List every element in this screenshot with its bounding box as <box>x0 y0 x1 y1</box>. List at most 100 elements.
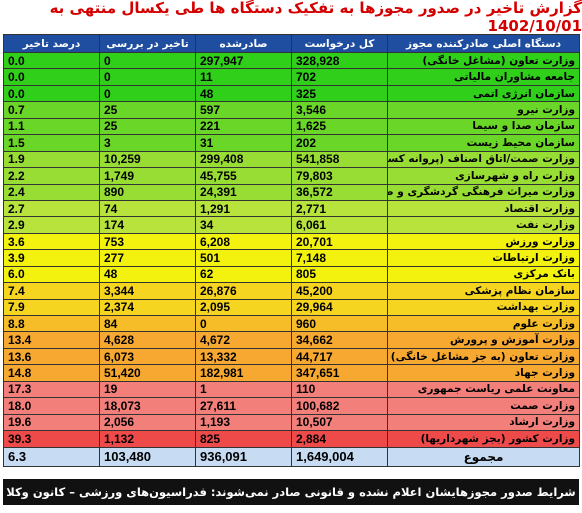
cell-org: وزارت نیرو <box>387 101 580 119</box>
cell-pct: 19.6 <box>3 413 100 432</box>
cell-requests: 3,546 <box>291 101 388 119</box>
total-row: مجموع 1,649,004 936,091 103,480 6.3 <box>3 446 580 467</box>
cell-requests: 79,803 <box>291 167 388 185</box>
cell-pct: 3.6 <box>3 232 100 251</box>
table-row: سازمان نظام پزشکی 45,200 26,876 3,344 7.4 <box>3 282 580 300</box>
cell-issued: 297,947 <box>195 51 292 70</box>
header-pct: درصد تاخیر <box>3 34 100 53</box>
table-row: وزارت میراث فرهنگی گردشگری و صنایع دستی3… <box>3 183 580 201</box>
cell-pct: 3.9 <box>3 249 100 267</box>
cell-requests: 29,964 <box>291 298 388 317</box>
cell-issued: 45,755 <box>195 167 292 185</box>
table-row: وزارت اقتصاد 2,771 1,291 74 2.7 <box>3 199 580 218</box>
cell-org: وزارت ارشاد <box>387 413 580 432</box>
cell-pct: 0.0 <box>3 51 100 70</box>
cell-pct: 1.9 <box>3 150 100 169</box>
header-row: دستگاه اصلی صادرکننده مجوز کل درخواست صا… <box>3 34 580 53</box>
header-issued: صادرشده <box>195 34 292 53</box>
cell-delayed: 25 <box>99 101 196 119</box>
cell-org: سازمان نظام پزشکی <box>387 282 580 300</box>
total-label: مجموع <box>387 446 580 467</box>
cell-pct: 0.0 <box>3 84 100 103</box>
cell-issued: 27,611 <box>195 397 292 415</box>
cell-requests: 110 <box>291 380 388 399</box>
cell-delayed: 0 <box>99 68 196 86</box>
cell-requests: 34,662 <box>291 331 388 349</box>
table-row: وزارت صمت 100,682 27,611 18,073 18.0 <box>3 397 580 415</box>
cell-org: وزارت راه و شهرسازی <box>387 167 580 185</box>
cell-delayed: 48 <box>99 265 196 284</box>
cell-delayed: 3 <box>99 134 196 152</box>
cell-org: وزارت بهداشت <box>387 298 580 317</box>
cell-requests: 45,200 <box>291 282 388 300</box>
cell-issued: 1 <box>195 380 292 399</box>
cell-issued: 0 <box>195 314 292 333</box>
cell-pct: 13.6 <box>3 347 100 366</box>
cell-pct: 14.8 <box>3 364 100 382</box>
table-row: معاونت علمی ریاست جمهوری 110 1 19 17.3 <box>3 380 580 399</box>
cell-org: وزارت آموزش و پرورش <box>387 331 580 349</box>
cell-pct: 39.3 <box>3 430 100 448</box>
table-row: وزارت صمت/اتاق اصناف (پروانه کسب) 541,858… <box>3 150 580 169</box>
cell-org: وزارت ورزش <box>387 232 580 251</box>
cell-pct: 0.7 <box>3 101 100 119</box>
total-issued: 936,091 <box>195 446 292 467</box>
cell-requests: 702 <box>291 68 388 86</box>
cell-requests: 6,061 <box>291 216 388 234</box>
cell-requests: 347,651 <box>291 364 388 382</box>
cell-org: سازمان صدا و سیما <box>387 117 580 136</box>
cell-delayed: 1,749 <box>99 167 196 185</box>
cell-pct: 7.9 <box>3 298 100 317</box>
cell-delayed: 74 <box>99 199 196 218</box>
cell-requests: 202 <box>291 134 388 152</box>
cell-pct: 13.4 <box>3 331 100 349</box>
cell-issued: 34 <box>195 216 292 234</box>
cell-org: وزارت علوم <box>387 314 580 333</box>
table-row: سازمان انرژی اتمی 325 48 0 0.0 <box>3 84 580 103</box>
report-title: گزارش تاخیر در صدور مجوزها به تفکیک دستگ… <box>49 0 582 35</box>
cell-org: جامعه مشاوران مالیاتی <box>387 68 580 86</box>
cell-issued: 597 <box>195 101 292 119</box>
cell-issued: 26,876 <box>195 282 292 300</box>
table-row: وزارت تعاون (مشاغل خانگی) 328,928 297,947 0… <box>3 51 580 70</box>
cell-delayed: 6,073 <box>99 347 196 366</box>
cell-pct: 17.3 <box>3 380 100 399</box>
table-row: وزارت کشور (بجز شهرداریها) 2,884 825 1,132 3… <box>3 430 580 448</box>
cell-requests: 20,701 <box>291 232 388 251</box>
table-row: وزارت ارتباطات 7,148 501 277 3.9 <box>3 249 580 267</box>
cell-requests: 1,625 <box>291 117 388 136</box>
header-delayed: تاخیر در بررسی <box>99 34 196 53</box>
cell-org: وزارت کشور (بجز شهرداریها) <box>387 430 580 448</box>
cell-delayed: 84 <box>99 314 196 333</box>
cell-requests: 100,682 <box>291 397 388 415</box>
table-row: سازمان صدا و سیما 1,625 221 25 1.1 <box>3 117 580 136</box>
cell-delayed: 890 <box>99 183 196 201</box>
cell-delayed: 0 <box>99 51 196 70</box>
table-row: وزارت جهاد 347,651 182,981 51,420 14.8 <box>3 364 580 382</box>
cell-requests: 2,884 <box>291 430 388 448</box>
cell-requests: 541,858 <box>291 150 388 169</box>
cell-org: وزارت تعاون (به جز مشاغل خانگی) <box>387 347 580 366</box>
cell-issued: 6,208 <box>195 232 292 251</box>
cell-issued: 13,332 <box>195 347 292 366</box>
cell-requests: 328,928 <box>291 51 388 70</box>
cell-issued: 4,672 <box>195 331 292 349</box>
cell-delayed: 753 <box>99 232 196 251</box>
total-delayed: 103,480 <box>99 446 196 467</box>
cell-issued: 11 <box>195 68 292 86</box>
cell-org: وزارت نفت <box>387 216 580 234</box>
cell-issued: 825 <box>195 430 292 448</box>
header-org: دستگاه اصلی صادرکننده مجوز <box>387 34 580 53</box>
table-row: وزارت آموزش و پرورش 34,662 4,672 4,628 13.4 <box>3 331 580 349</box>
table-row: وزارت علوم 960 0 84 8.8 <box>3 314 580 333</box>
cell-issued: 48 <box>195 84 292 103</box>
cell-delayed: 19 <box>99 380 196 399</box>
cell-org: وزارت صمت/اتاق اصناف (پروانه کسب) <box>387 150 580 169</box>
cell-issued: 1,193 <box>195 413 292 432</box>
cell-issued: 1,291 <box>195 199 292 218</box>
cell-delayed: 18,073 <box>99 397 196 415</box>
cell-delayed: 4,628 <box>99 331 196 349</box>
table-row: سازمان محیط زیست 202 31 3 1.5 <box>3 134 580 152</box>
footer-note: شرایط صدور مجوزهایشان اعلام نشده و قانون… <box>3 479 579 505</box>
table-row: وزارت تعاون (به جز مشاغل خانگی) 44,717 13,… <box>3 347 580 366</box>
